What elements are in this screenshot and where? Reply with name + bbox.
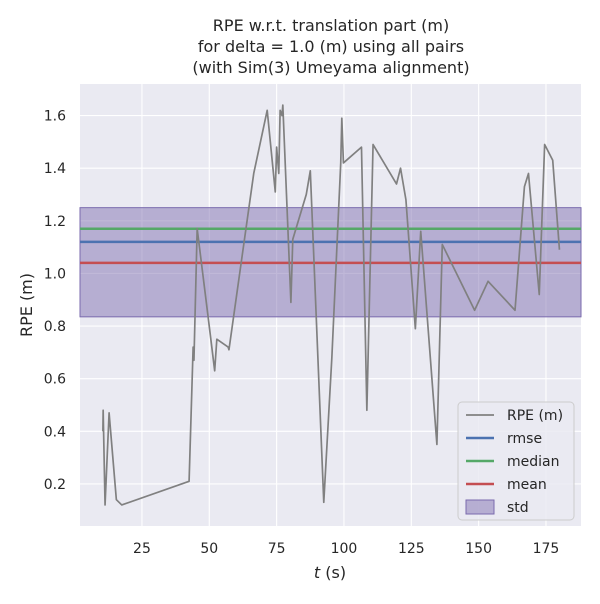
legend-label-std: std <box>507 500 529 516</box>
x-axis-label: t (s) <box>314 563 346 582</box>
y-tick-label: 0.2 <box>44 477 66 493</box>
rpe-series-layer <box>102 104 561 506</box>
legend-swatch-std <box>465 499 495 515</box>
y-tick-label: 0.6 <box>44 372 66 388</box>
chart-title-line-1: RPE w.r.t. translation part (m) <box>213 16 449 35</box>
legend-label-median: median <box>507 454 559 470</box>
y-tick-label: 0.4 <box>44 424 66 440</box>
legend-label-rpe: RPE (m) <box>507 408 563 424</box>
legend-box <box>457 401 575 521</box>
y-axis-label: RPE (m) <box>17 273 36 337</box>
y-tick-label: 0.8 <box>44 319 66 335</box>
stat-lines <box>80 227 581 265</box>
y-tick-labels: 0.2 0.4 0.6 0.8 1.0 1.2 1.4 1.6 <box>44 109 66 493</box>
legend-label-mean: mean <box>507 477 547 493</box>
x-axis-label-var: t <box>314 563 321 582</box>
x-tick-label: 100 <box>331 541 358 557</box>
x-tick-label: 175 <box>533 541 560 557</box>
y-tick-label: 1.4 <box>44 161 66 177</box>
x-tick-label: 50 <box>200 541 218 557</box>
chart-title-line-2: for delta = 1.0 (m) using all pairs <box>198 37 464 56</box>
x-axis-label-unit: (s) <box>320 563 346 582</box>
legend: RPE (m) rmse median mean std <box>457 401 575 521</box>
chart-title-line-3: (with Sim(3) Umeyama alignment) <box>192 58 469 77</box>
y-tick-label: 1.2 <box>44 214 66 230</box>
x-tick-label: 25 <box>133 541 151 557</box>
x-tick-label: 75 <box>268 541 286 557</box>
y-tick-label: 1.0 <box>44 266 66 282</box>
x-tick-label: 150 <box>465 541 492 557</box>
chart-title: RPE w.r.t. translation part (m) for delt… <box>192 16 469 77</box>
y-tick-label: 1.6 <box>44 109 66 125</box>
x-tick-label: 125 <box>398 541 425 557</box>
legend-label-rmse: rmse <box>507 431 542 447</box>
x-tick-labels: 25 50 75 100 125 150 175 <box>133 541 559 557</box>
rpe-series-line <box>102 104 561 506</box>
